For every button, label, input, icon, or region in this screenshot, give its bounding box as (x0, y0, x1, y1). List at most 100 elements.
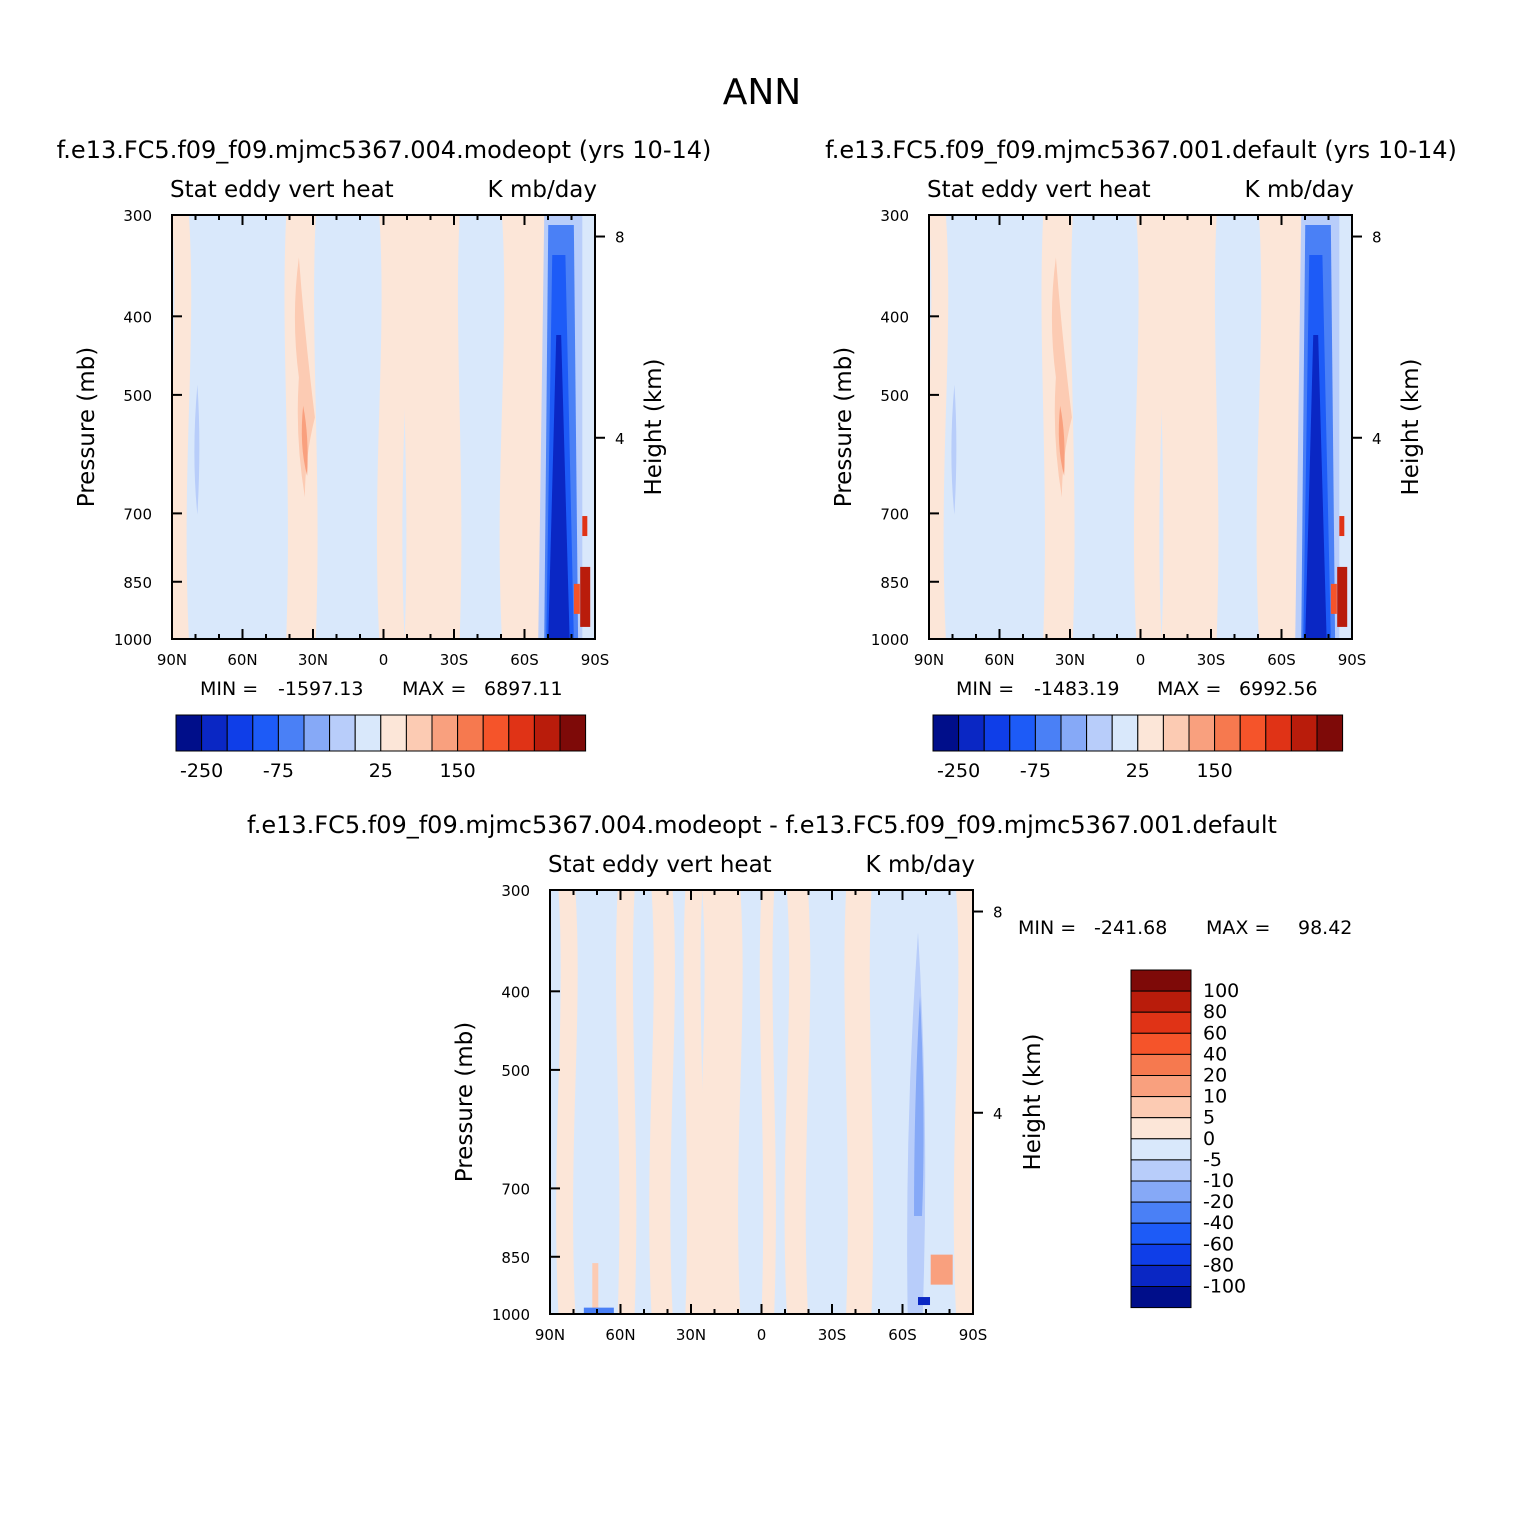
panel-3-right-label: K mb/day (866, 852, 975, 878)
colorbar-box (1130, 969, 1192, 992)
colorbar-label: 25 (369, 760, 393, 782)
colorbar-box (380, 714, 407, 752)
x-tick-label: 0 (379, 651, 389, 669)
panel-2-max-value: 6992.56 (1239, 678, 1318, 700)
colorbar-label: 40 (1203, 1043, 1227, 1065)
colorbar-label: -20 (1203, 1191, 1234, 1213)
x-tick-label: 60S (510, 651, 539, 669)
field-contour (951, 384, 957, 515)
panel-1-right-label: K mb/day (488, 177, 597, 203)
colorbar-label: 150 (1196, 760, 1232, 782)
panel-2-left-label: Stat eddy vert heat (927, 177, 1151, 203)
field-contour (844, 890, 874, 1314)
x-tick-label: 90S (1338, 651, 1367, 669)
panel-1-max-label: MAX = (402, 678, 466, 700)
field-contour (1339, 516, 1345, 537)
field-contour (1256, 215, 1308, 639)
colorbar-box (508, 714, 535, 752)
colorbar-label: -60 (1203, 1233, 1234, 1255)
panel-1-colorbar: -250 -75 25 150 (175, 714, 587, 782)
x-tick-label: 90N (914, 651, 944, 669)
colorbar-box (932, 714, 960, 752)
y-tick-label: 1000 (871, 631, 909, 649)
panel-3-left-label: Stat eddy vert heat (548, 852, 772, 878)
y-tick-label: 300 (880, 207, 909, 225)
panel-3-title: f.e13.FC5.f09_f09.mjmc5367.004.modeopt -… (247, 811, 1277, 839)
colorbar-box (329, 714, 356, 752)
field-contour (301, 405, 308, 476)
field-contour (1159, 215, 1219, 639)
field-contour (930, 1254, 953, 1285)
colorbar-box (1130, 1011, 1192, 1034)
colorbar-label: -40 (1203, 1212, 1234, 1234)
field-contour (592, 1263, 599, 1312)
y-tick-label: 400 (501, 983, 530, 1001)
colorbar-label: -5 (1203, 1149, 1222, 1171)
field-contour (172, 215, 192, 639)
colorbar-box (1130, 1222, 1192, 1245)
colorbar-box (1130, 1138, 1192, 1161)
panel-2-axes: 90N 60N 30N 0 30S 60S 90S 300 400 500 700 850 1000 8 4 (871, 207, 1382, 669)
panel-2-max-label: MAX = (1157, 678, 1221, 700)
colorbar-label: 60 (1203, 1022, 1227, 1044)
x-tick-label: 30N (676, 1326, 706, 1344)
field-contour (1058, 405, 1065, 476)
field-contour (914, 996, 924, 1216)
x-tick-label: 60N (227, 651, 257, 669)
x-tick-label: 30S (440, 651, 469, 669)
field-contour (649, 890, 675, 1314)
field-contour (1337, 566, 1348, 627)
field-contour (918, 1297, 931, 1306)
colorbar-box (1111, 714, 1139, 752)
colorbar-label: 100 (1203, 980, 1239, 1002)
field-contour (573, 583, 580, 614)
panel-1-y2-axis-label: Height (km) (641, 358, 667, 495)
colorbar-box (277, 714, 305, 752)
panel-1-axes: 90N 60N 30N 0 30S 60S 90S 300 400 500 700 850 1000 8 4 (114, 207, 625, 669)
colorbar-box (1137, 714, 1164, 752)
panel-3: f.e13.FC5.f09_f09.mjmc5367.004.modeopt -… (247, 811, 1352, 1344)
colorbar-box (1130, 1117, 1192, 1140)
colorbar-box (533, 714, 561, 752)
colorbar-box (1130, 1159, 1192, 1182)
x-tick-label: 60S (1267, 651, 1296, 669)
panel-2: f.e13.FC5.f09_f09.mjmc5367.001.default (… (825, 136, 1457, 782)
colorbar-box (1086, 714, 1113, 752)
colorbar-box (983, 714, 1011, 752)
panel-2-y-axis-label: Pressure (mb) (831, 347, 857, 507)
colorbar-box (1214, 714, 1241, 752)
y2-tick-label: 4 (1372, 430, 1382, 448)
field-contour (1330, 583, 1337, 614)
field-contour (582, 516, 588, 537)
colorbar-label: 20 (1203, 1065, 1227, 1087)
panel-3-contour-field (550, 890, 973, 1314)
panel-3-max-label: MAX = (1206, 917, 1270, 939)
x-tick-label: 90N (157, 651, 187, 669)
panel-2-min-value: -1483.19 (1034, 678, 1119, 700)
panel-2-colorbar: -250 -75 25 150 (932, 714, 1344, 782)
colorbar-box (175, 714, 203, 752)
colorbar-box (1130, 1286, 1192, 1309)
colorbar-label: 0 (1203, 1128, 1215, 1150)
colorbar-box (1060, 714, 1088, 752)
field-contour (1305, 335, 1327, 639)
colorbar-label: 80 (1203, 1001, 1227, 1023)
colorbar-box (559, 714, 587, 752)
field-contour (784, 890, 811, 1314)
x-tick-label: 30S (818, 1326, 847, 1344)
field-contour (499, 215, 551, 639)
colorbar-box (354, 714, 382, 752)
y-tick-label: 500 (123, 387, 152, 405)
y-tick-label: 700 (501, 1180, 530, 1198)
colorbar-box (958, 714, 985, 752)
panel-2-right-label: K mb/day (1245, 177, 1354, 203)
y-tick-label: 850 (880, 574, 909, 592)
colorbar-label: -250 (180, 760, 223, 782)
colorbar-box (1130, 1053, 1192, 1077)
field-contour (402, 215, 462, 639)
panel-3-min-label: MIN = (1018, 917, 1076, 939)
x-tick-label: 30S (1197, 651, 1226, 669)
panel-2-min-label: MIN = (956, 678, 1014, 700)
